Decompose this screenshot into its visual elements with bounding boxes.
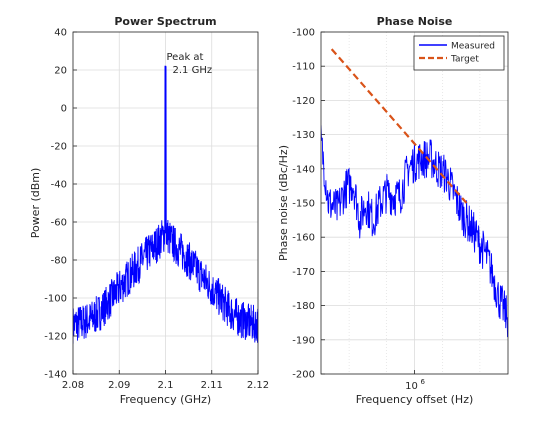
p1-y-tick-label: -140 xyxy=(292,164,315,175)
p1-y-tick-label: -190 xyxy=(292,335,315,346)
p1-y-tick-label: -100 xyxy=(292,28,315,39)
p0-y-tick-label: -100 xyxy=(44,294,67,305)
p1-x-tick-exponent: 6 xyxy=(421,378,426,386)
p1-x-tick-label: 10 xyxy=(405,381,418,392)
p1-legend: Measured Target xyxy=(413,35,505,71)
p1-y-tick-label: -150 xyxy=(292,199,315,210)
p1-x-axis-label: Frequency offset (Hz) xyxy=(356,393,474,406)
p0-axes-box xyxy=(72,31,259,375)
p0-x-axis-label: Frequency (GHz) xyxy=(120,393,211,406)
p0-chart-title: Power Spectrum xyxy=(114,15,216,28)
p1-axes-box xyxy=(320,31,509,375)
p1-chart-title: Phase Noise xyxy=(377,15,453,28)
p1-y-tick-label: -200 xyxy=(292,370,315,381)
p0-y-tick-label: 0 xyxy=(61,104,67,115)
p1-series-line-target xyxy=(330,48,468,204)
phase-noise-panel: -100 -110 -120 -130 -140 -150 -160 -170 -180 -190… xyxy=(277,15,509,406)
p0-y-tick-label: -80 xyxy=(51,256,67,267)
p1-legend-label-measured: Measured xyxy=(451,42,495,52)
p0-y-tick-label: -40 xyxy=(51,180,67,191)
p1-y-tick-label: -180 xyxy=(292,301,315,312)
p0-y-tick-label: -60 xyxy=(51,218,67,229)
p0-y-axis-label: Power (dBm) xyxy=(29,168,42,239)
p0-x-tick-label: 2.12 xyxy=(247,380,269,391)
p0-y-tick-label: -120 xyxy=(44,332,67,343)
p0-annotation-line-1: Peak at xyxy=(167,52,204,63)
p1-legend-label-target: Target xyxy=(450,55,479,65)
p0-x-tick-label: 2.09 xyxy=(108,380,130,391)
p0-x-tick-label: 2.08 xyxy=(62,380,84,391)
p0-annotation-line-2: 2.1 GHz xyxy=(173,65,213,76)
p0-x-tick-label: 2.1 xyxy=(158,380,174,391)
p1-legend-box xyxy=(413,35,505,71)
p1-y-tick-label: -130 xyxy=(292,130,315,141)
p0-y-tick-label: -140 xyxy=(44,370,67,381)
p1-y-tick-label: -110 xyxy=(292,62,315,73)
p0-y-tick-label: 40 xyxy=(54,28,67,39)
p0-x-tick-label: 2.11 xyxy=(201,380,223,391)
p0-series-line-0 xyxy=(73,65,258,344)
p1-y-tick-label: -170 xyxy=(292,267,315,278)
p1-y-axis-label: Phase noise (dBc/Hz) xyxy=(277,145,290,261)
p0-y-tick-label: -20 xyxy=(51,142,67,153)
p1-y-tick-label: -120 xyxy=(292,96,315,107)
p1-y-tick-label: -160 xyxy=(292,233,315,244)
p0-y-tick-label: 20 xyxy=(54,66,67,77)
